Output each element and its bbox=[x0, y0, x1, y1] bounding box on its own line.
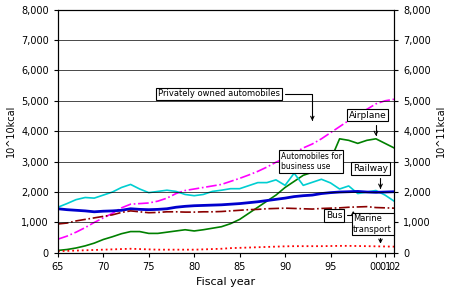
Text: Railway: Railway bbox=[352, 164, 387, 188]
Text: Airplane: Airplane bbox=[348, 110, 386, 135]
Text: Privately owned automobiles: Privately owned automobiles bbox=[157, 89, 313, 120]
Text: Automobiles for
business use: Automobiles for business use bbox=[280, 152, 341, 171]
Y-axis label: 10^11kcal: 10^11kcal bbox=[436, 105, 446, 157]
Text: Marine
transport: Marine transport bbox=[352, 214, 391, 242]
X-axis label: Fiscal year: Fiscal year bbox=[196, 277, 255, 287]
Text: Bus: Bus bbox=[325, 211, 354, 220]
Y-axis label: 10^10kcal: 10^10kcal bbox=[5, 105, 15, 157]
